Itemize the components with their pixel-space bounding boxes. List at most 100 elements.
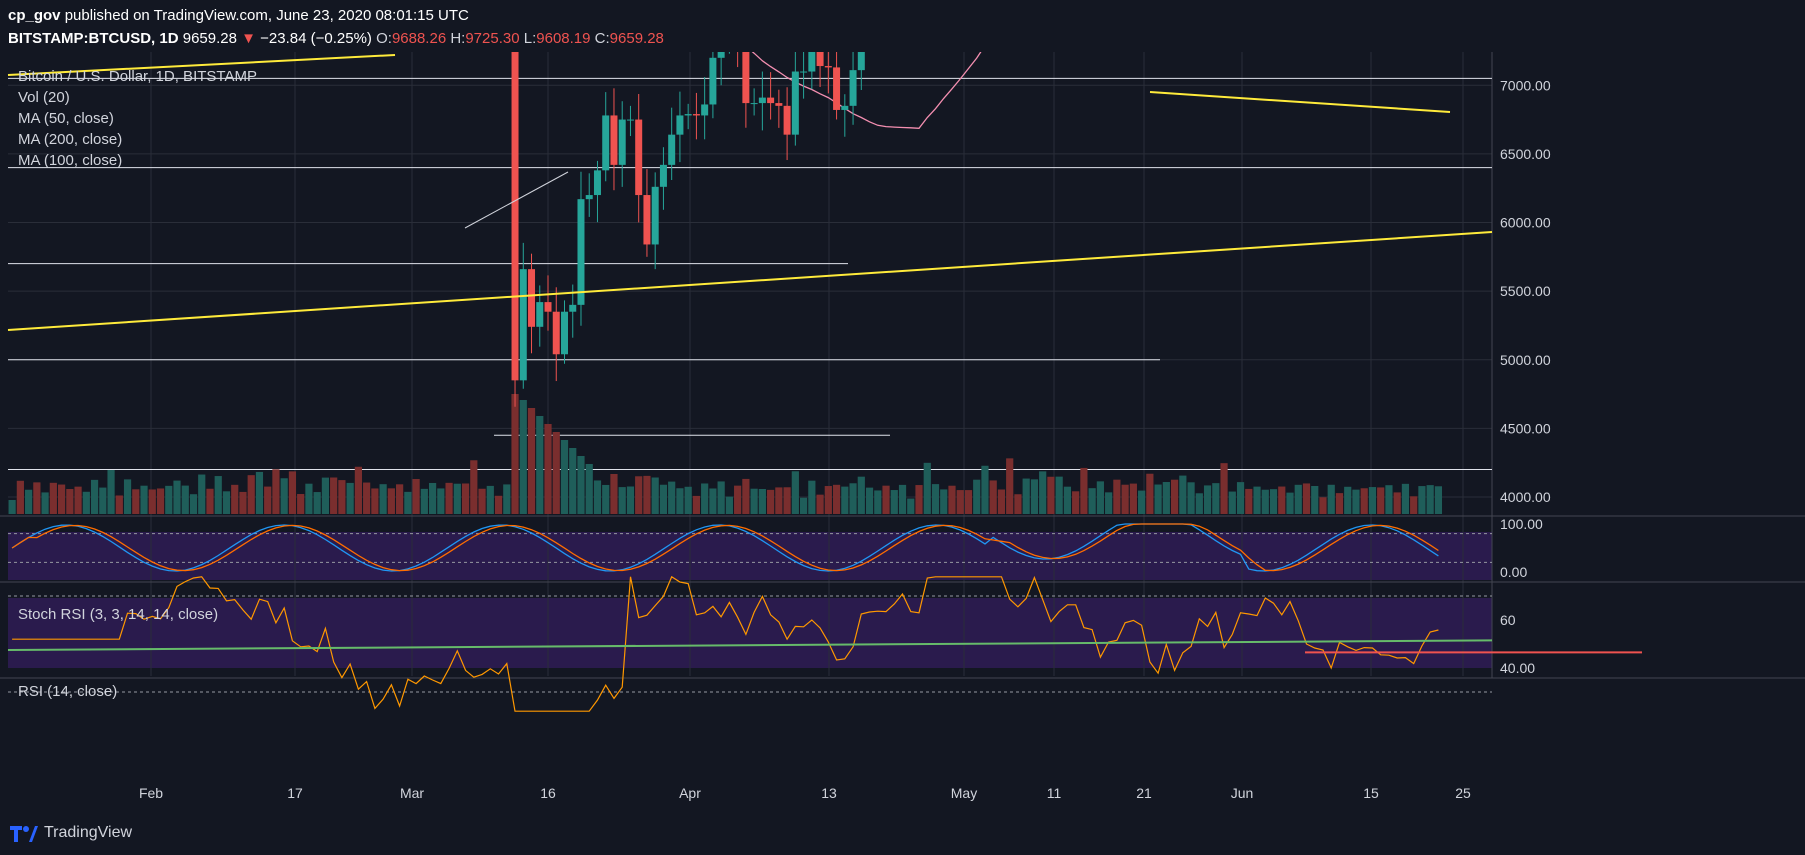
volume-bar xyxy=(1418,486,1426,514)
candle xyxy=(717,52,725,58)
candle xyxy=(585,195,593,200)
volume-bar xyxy=(90,479,99,514)
price-tick: 5000.00 xyxy=(1500,352,1551,368)
volume-bar xyxy=(1063,486,1072,514)
volume-bar xyxy=(1096,481,1104,514)
high-label: H: xyxy=(450,30,466,47)
volume-bar xyxy=(1088,488,1096,514)
volume-bar xyxy=(577,456,585,514)
volume-bar xyxy=(1311,486,1319,514)
volume-bar xyxy=(338,480,346,514)
author[interactable]: cp_gov xyxy=(8,7,61,24)
date-tick: 21 xyxy=(1136,785,1152,801)
open-label: O: xyxy=(376,30,392,47)
volume-bar xyxy=(783,487,791,514)
volume-bar xyxy=(832,484,841,514)
date-tick: Feb xyxy=(139,785,163,801)
volume-bar xyxy=(997,489,1006,514)
volume-bar xyxy=(964,490,973,514)
volume-bar xyxy=(148,489,156,514)
candle xyxy=(593,170,601,196)
volume-bar xyxy=(1212,483,1220,514)
candle xyxy=(684,114,692,116)
volume-bar xyxy=(734,485,742,514)
volume-bar xyxy=(1170,479,1179,514)
volume-bar xyxy=(1022,478,1030,514)
volume-bar xyxy=(1377,487,1385,514)
volume-bar xyxy=(1344,486,1352,514)
candle xyxy=(528,269,536,327)
date-tick: Jun xyxy=(1231,785,1254,801)
volume-bar xyxy=(1236,482,1245,514)
volume-bar xyxy=(1039,471,1047,514)
volume-bar xyxy=(1055,476,1063,514)
volume-bar xyxy=(725,496,733,514)
volume-bar xyxy=(635,476,643,514)
volume-bar xyxy=(775,487,783,514)
volume-bar xyxy=(420,488,428,514)
chart[interactable]: 4000.00 4500.00 5000.00 5500.00 6000.00 6500.… xyxy=(0,52,1805,820)
volume-bar xyxy=(1105,492,1113,514)
volume-bar xyxy=(1228,491,1236,514)
volume-bar xyxy=(511,394,519,514)
open-value: 9688.26 xyxy=(391,30,447,47)
candle xyxy=(750,103,758,105)
trendline xyxy=(7,54,396,76)
volume-bar xyxy=(1245,488,1253,514)
volume-bar xyxy=(1352,489,1360,514)
volume-bar xyxy=(239,491,247,514)
volume-bar xyxy=(1302,483,1311,514)
volume-bar xyxy=(907,498,915,514)
trendline xyxy=(7,231,1493,331)
volume-bar xyxy=(288,471,297,514)
footer[interactable]: TradingView xyxy=(8,822,132,844)
volume-bar xyxy=(1401,483,1410,514)
symbol: BITSTAMP:BTCUSD, 1D xyxy=(8,30,179,47)
trendline xyxy=(1149,91,1451,113)
candle xyxy=(511,52,519,381)
candle xyxy=(536,302,544,327)
ohlc-line: BITSTAMP:BTCUSD, 1D 9659.28 ▼ −23.84 (−0… xyxy=(8,30,664,47)
candle xyxy=(857,52,865,71)
volume-bar xyxy=(404,491,412,514)
volume-bar xyxy=(41,492,49,514)
candle xyxy=(800,71,808,73)
volume-bar xyxy=(1327,484,1335,514)
volume-bar xyxy=(915,485,923,514)
tradingview-logo-icon xyxy=(10,826,38,842)
candle xyxy=(610,115,618,165)
volume-bar xyxy=(49,482,57,514)
volume-bar xyxy=(231,484,239,514)
candle xyxy=(758,97,766,104)
volume-bar xyxy=(717,481,725,514)
volume-bar xyxy=(849,483,857,514)
volume-bar xyxy=(132,489,140,514)
candle xyxy=(775,103,783,106)
candle xyxy=(561,311,568,355)
volume-bar xyxy=(321,477,330,514)
candle xyxy=(692,114,700,116)
volume-bar xyxy=(1220,463,1228,514)
rsi-trendline xyxy=(7,639,1493,651)
stoch-tick: 0.00 xyxy=(1500,564,1527,580)
volume-bar xyxy=(478,488,486,514)
candle xyxy=(635,119,643,196)
low-label: L: xyxy=(523,30,537,47)
legend-ma50: MA (50, close) xyxy=(18,110,114,127)
volume-bar xyxy=(898,484,907,514)
volume-bar xyxy=(1278,486,1286,514)
volume-bar xyxy=(799,497,808,514)
volume-bar xyxy=(1047,476,1055,514)
volume-bar xyxy=(16,480,24,514)
volume-bar xyxy=(585,464,593,514)
volume-bar xyxy=(470,460,478,514)
volume-bar xyxy=(519,400,527,514)
rsi-line xyxy=(12,575,1439,712)
volume-bar xyxy=(808,480,816,514)
volume-bar xyxy=(981,465,989,514)
volume-bar xyxy=(593,480,602,514)
volume-bar xyxy=(189,494,198,514)
brand: TradingView xyxy=(44,824,133,841)
volume-bar xyxy=(1410,496,1418,514)
candle xyxy=(618,119,626,165)
